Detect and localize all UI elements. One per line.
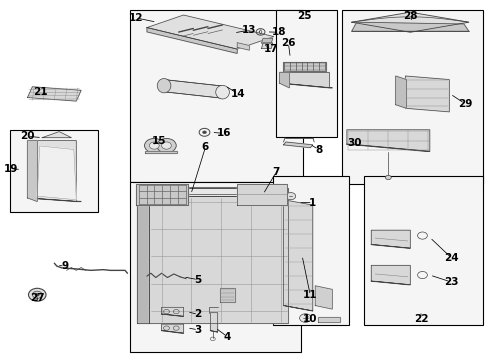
Polygon shape [147, 15, 273, 49]
Polygon shape [351, 22, 468, 31]
Bar [130, 182, 300, 352]
Polygon shape [395, 76, 406, 108]
Text: 22: 22 [413, 314, 427, 324]
Polygon shape [346, 130, 429, 151]
Polygon shape [163, 80, 222, 98]
Polygon shape [237, 42, 249, 50]
Text: 17: 17 [264, 44, 278, 54]
Text: 5: 5 [194, 275, 202, 285]
Polygon shape [317, 317, 339, 321]
Polygon shape [370, 230, 409, 248]
Polygon shape [220, 288, 234, 302]
Circle shape [157, 138, 176, 153]
Polygon shape [27, 87, 81, 101]
Polygon shape [210, 313, 217, 332]
Text: 30: 30 [346, 139, 361, 148]
Circle shape [161, 142, 171, 149]
Polygon shape [161, 324, 183, 333]
Text: 19: 19 [4, 164, 19, 174]
Polygon shape [27, 140, 37, 202]
Circle shape [32, 291, 42, 298]
Polygon shape [237, 184, 287, 205]
Text: 13: 13 [242, 25, 256, 35]
Text: 28: 28 [402, 11, 417, 21]
Polygon shape [405, 76, 448, 112]
Text: 18: 18 [271, 27, 285, 37]
Circle shape [202, 131, 206, 134]
Polygon shape [147, 28, 237, 53]
Polygon shape [37, 146, 76, 200]
Text: 15: 15 [152, 136, 166, 145]
Text: 20: 20 [20, 131, 35, 141]
Text: 16: 16 [216, 129, 231, 138]
Text: 14: 14 [230, 89, 245, 99]
Polygon shape [161, 307, 183, 316]
Polygon shape [137, 188, 149, 323]
Circle shape [28, 288, 46, 301]
Bar [130, 10, 303, 182]
Circle shape [285, 193, 295, 200]
Polygon shape [283, 200, 312, 311]
Text: 24: 24 [444, 253, 458, 263]
Circle shape [299, 314, 311, 322]
Ellipse shape [215, 85, 229, 99]
Polygon shape [161, 330, 183, 333]
Polygon shape [315, 286, 331, 309]
Text: 7: 7 [272, 167, 279, 177]
Polygon shape [210, 330, 217, 332]
Polygon shape [279, 83, 331, 88]
Text: 23: 23 [444, 277, 458, 287]
Polygon shape [370, 281, 409, 285]
Polygon shape [346, 144, 429, 151]
Polygon shape [144, 187, 276, 194]
Polygon shape [351, 12, 468, 32]
Text: 25: 25 [297, 11, 311, 21]
Polygon shape [27, 140, 76, 202]
Polygon shape [370, 244, 409, 248]
Text: 29: 29 [457, 99, 471, 109]
Polygon shape [282, 62, 326, 71]
Text: 4: 4 [224, 332, 231, 342]
Polygon shape [144, 151, 177, 153]
Circle shape [35, 293, 39, 296]
Text: 21: 21 [33, 87, 48, 98]
Polygon shape [161, 314, 183, 316]
Bar [341, 10, 483, 184]
Polygon shape [261, 43, 272, 48]
Polygon shape [370, 265, 409, 285]
Circle shape [149, 142, 159, 149]
Text: 6: 6 [202, 142, 209, 152]
Text: 10: 10 [303, 314, 317, 324]
Text: 3: 3 [194, 325, 202, 335]
Circle shape [144, 138, 163, 153]
Text: 11: 11 [303, 291, 317, 301]
Polygon shape [279, 72, 329, 88]
Bar [10, 130, 98, 212]
Circle shape [385, 175, 390, 180]
Text: 8: 8 [314, 144, 322, 154]
Polygon shape [27, 198, 81, 202]
Bar [272, 176, 348, 325]
Text: 9: 9 [61, 261, 68, 271]
Text: 26: 26 [281, 38, 295, 48]
Polygon shape [261, 39, 272, 43]
Polygon shape [137, 188, 288, 196]
Polygon shape [283, 142, 312, 148]
Polygon shape [136, 184, 188, 205]
Polygon shape [137, 188, 288, 196]
Text: 1: 1 [308, 198, 316, 208]
Text: 2: 2 [194, 310, 202, 319]
Polygon shape [279, 72, 289, 88]
Polygon shape [42, 132, 71, 138]
Bar [363, 176, 483, 325]
Bar [276, 10, 336, 137]
Polygon shape [149, 196, 288, 323]
Ellipse shape [157, 78, 170, 93]
Text: 12: 12 [129, 13, 143, 23]
Polygon shape [283, 306, 312, 311]
Text: 27: 27 [30, 293, 44, 303]
